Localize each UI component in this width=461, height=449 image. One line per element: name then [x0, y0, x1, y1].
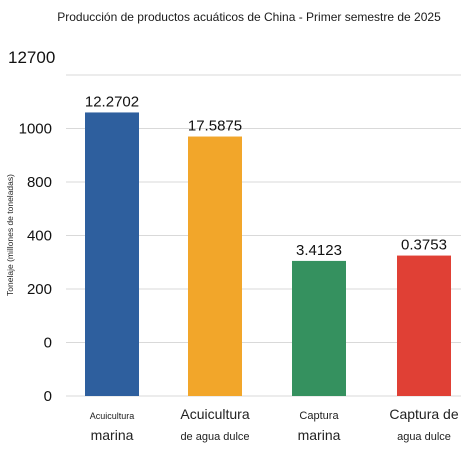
data-labels: 12.2702 17.5875 3.4123 0.3753: [85, 93, 447, 258]
y-tick-label: 400: [27, 228, 52, 245]
data-label: 3.4123: [296, 242, 342, 259]
chart-title: Producción de productos acuáticos de Chi…: [57, 10, 441, 24]
x-tick-label-line1: Captura: [299, 410, 339, 422]
bars: [85, 112, 451, 396]
y-tick-labels: 12700 1000 800 400 200 0 0: [8, 48, 55, 405]
data-label: 17.5875: [188, 118, 242, 135]
x-tick-label-line2: marina: [91, 427, 134, 443]
bar: [85, 112, 139, 396]
y-tick-label: 0: [44, 335, 52, 352]
data-label: 0.3753: [401, 237, 447, 254]
y-tick-label: 200: [27, 281, 52, 298]
y-tick-label: 0: [44, 388, 52, 405]
y-tick-label: 12700: [8, 48, 55, 67]
x-tick-label-line1: Captura de: [389, 406, 458, 422]
x-tick-label-line2: agua dulce: [397, 431, 451, 443]
x-tick-label-line1: Acuicultura: [180, 406, 249, 422]
bar: [292, 260, 346, 396]
y-axis-label: Tonelaje (millones de toneladas): [5, 174, 15, 296]
x-tick-label-line1: Acuicultura: [90, 411, 135, 421]
x-tick-label-line2: de agua dulce: [180, 431, 249, 443]
bar: [397, 255, 451, 396]
x-tick-labels: Acuicultura marina Acuicultura de agua dulc…: [90, 406, 459, 443]
y-tick-label: 800: [27, 174, 52, 191]
bar: [188, 136, 242, 396]
y-tick-label: 1000: [19, 121, 52, 138]
data-label: 12.2702: [85, 93, 139, 110]
x-tick-label-line2: marina: [298, 427, 341, 443]
